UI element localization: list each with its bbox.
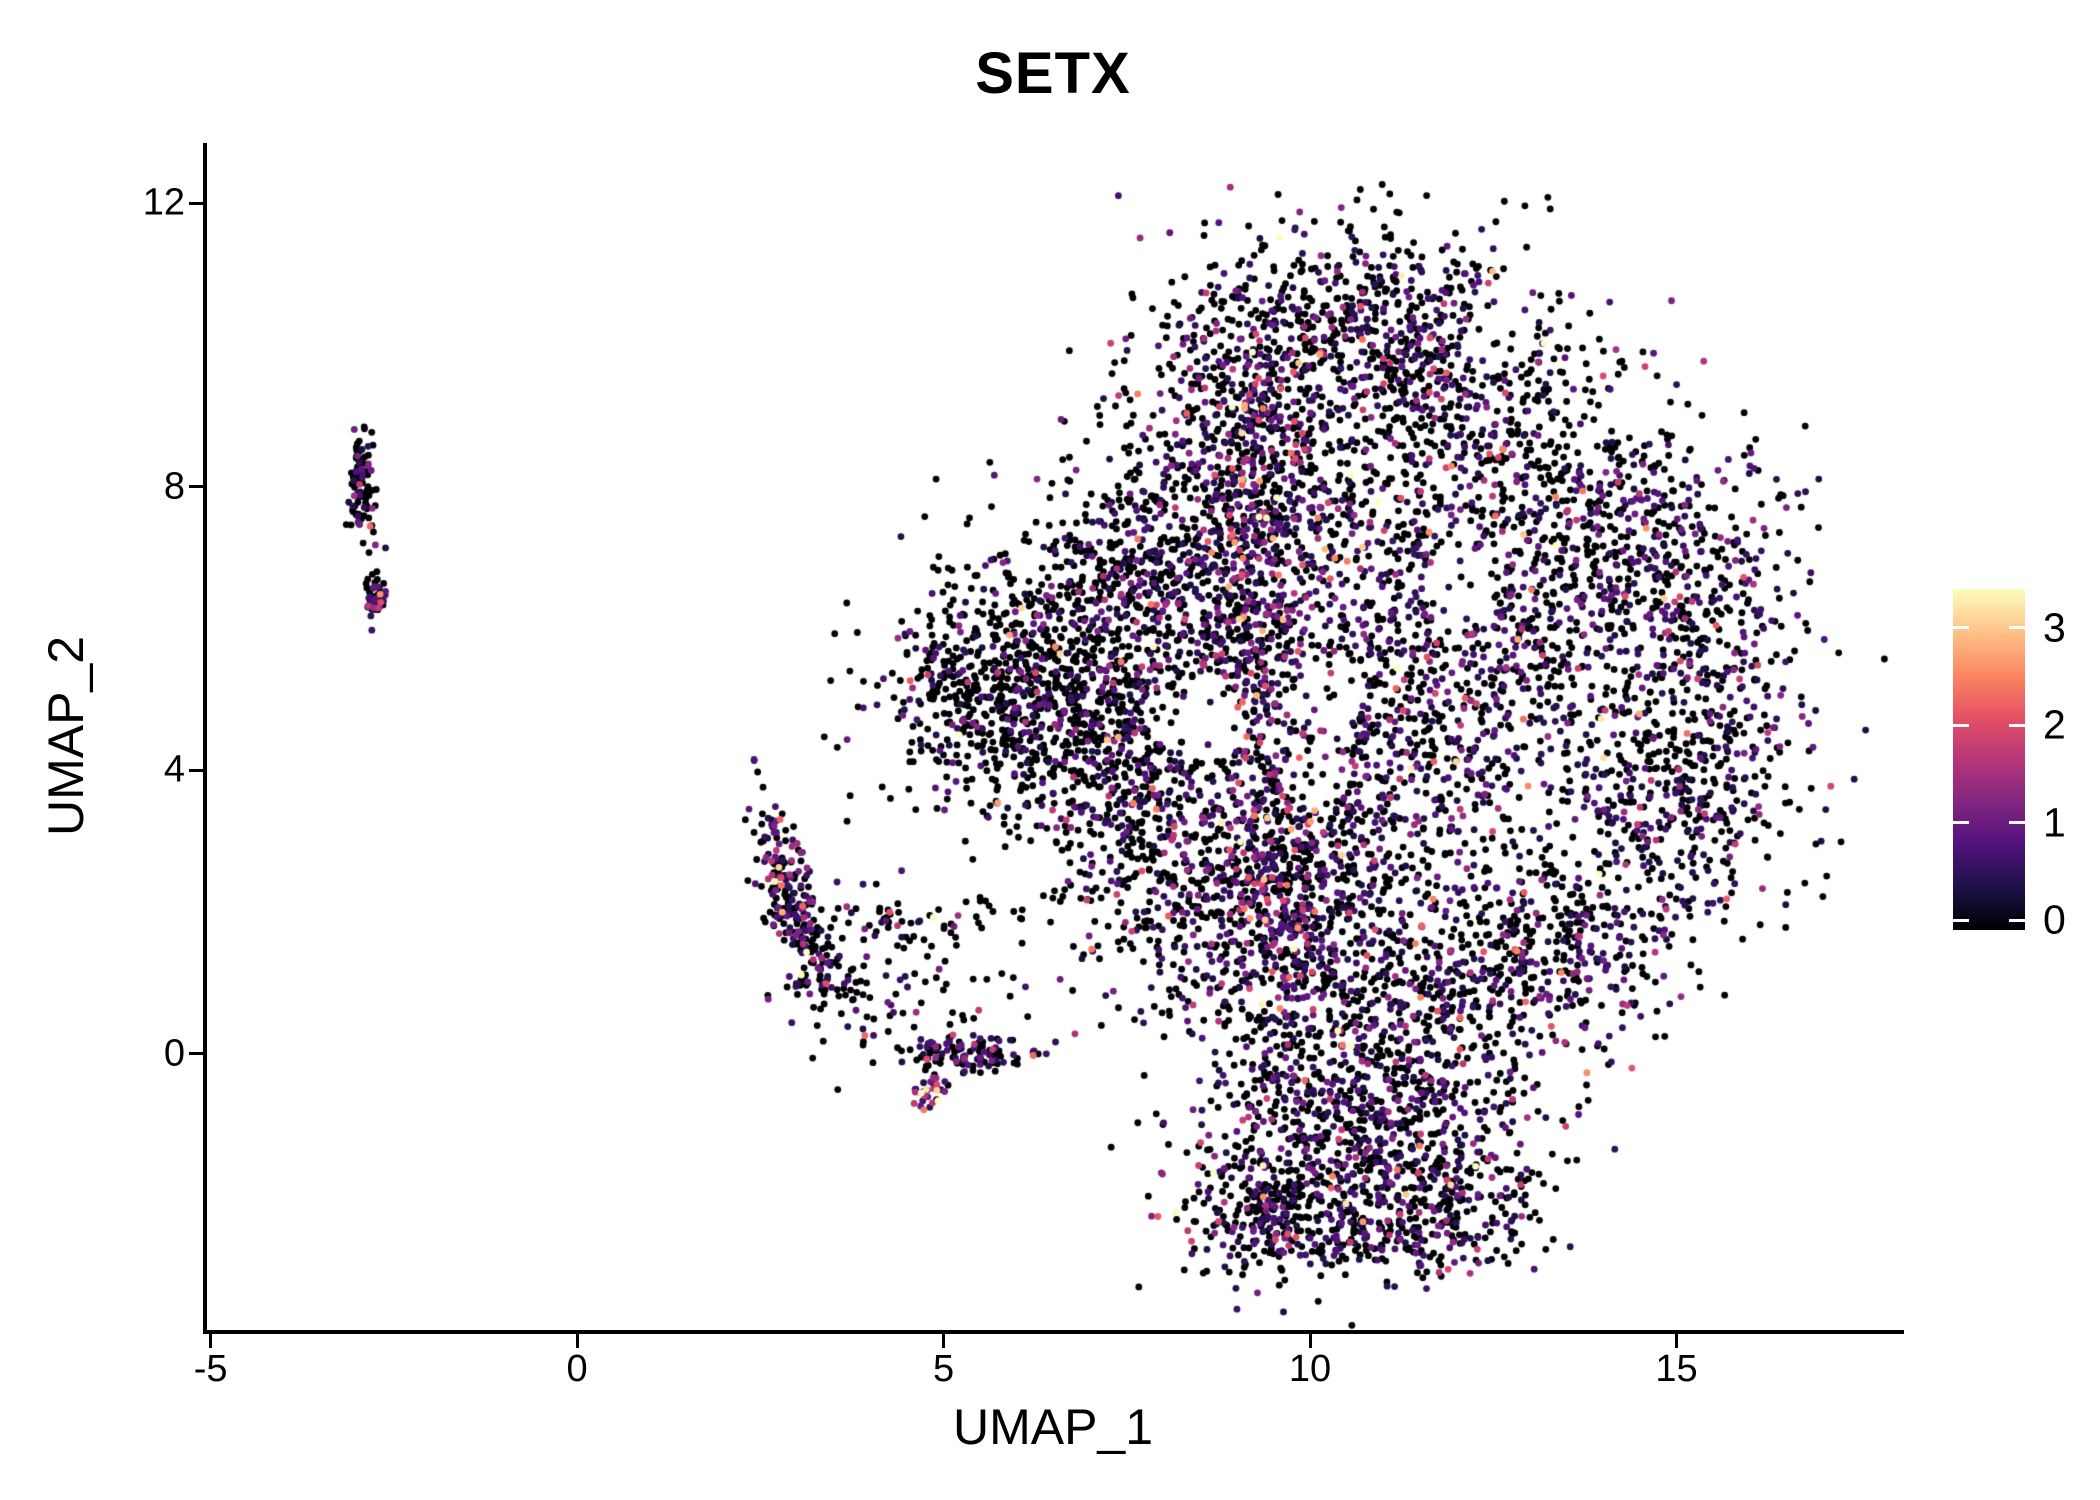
x-axis-title: UMAP_1 — [952, 1399, 1154, 1455]
colorbar-tick-mark — [2009, 821, 2025, 825]
y-tick-mark — [189, 1052, 203, 1056]
colorbar-tick-mark — [2009, 723, 2025, 727]
x-tick-mark — [209, 1334, 213, 1348]
x-tick-mark — [1308, 1334, 1312, 1348]
y-tick-label: 8 — [163, 465, 185, 508]
colorbar-tick-mark — [2009, 626, 2025, 630]
colorbar-tick-mark — [1953, 821, 1969, 825]
colorbar-tick-label: 3 — [2043, 604, 2066, 651]
y-tick-mark — [189, 768, 203, 772]
x-tick-label: -5 — [193, 1348, 228, 1390]
x-tick-label: 15 — [1655, 1348, 1698, 1390]
colorbar-gradient — [1953, 589, 2025, 930]
x-tick-mark — [942, 1334, 946, 1348]
colorbar-tick-mark — [1953, 626, 1969, 630]
y-tick-label: 4 — [163, 748, 185, 791]
y-tick-mark — [189, 201, 203, 205]
x-tick-label: 10 — [1288, 1348, 1332, 1390]
colorbar-tick-mark — [1953, 918, 1969, 922]
y-tick-label: 0 — [163, 1032, 185, 1075]
colorbar-tick-label: 2 — [2043, 701, 2066, 748]
y-tick-mark — [189, 485, 203, 489]
x-axis-line — [203, 1330, 1904, 1334]
x-tick-mark — [575, 1334, 579, 1348]
x-tick-mark — [1674, 1334, 1678, 1348]
x-tick-label: 0 — [566, 1348, 588, 1390]
colorbar-tick-label: 1 — [2043, 799, 2066, 846]
plot-title: SETX — [975, 41, 1131, 106]
colorbar-tick-label: 0 — [2043, 896, 2066, 943]
colorbar-tick-mark — [2009, 918, 2025, 922]
y-tick-label: 12 — [142, 181, 185, 224]
x-tick-label: 5 — [932, 1348, 955, 1390]
y-axis-line — [203, 143, 207, 1334]
y-axis-title: UMAP_2 — [38, 635, 94, 837]
colorbar-tick-mark — [1953, 723, 1969, 727]
